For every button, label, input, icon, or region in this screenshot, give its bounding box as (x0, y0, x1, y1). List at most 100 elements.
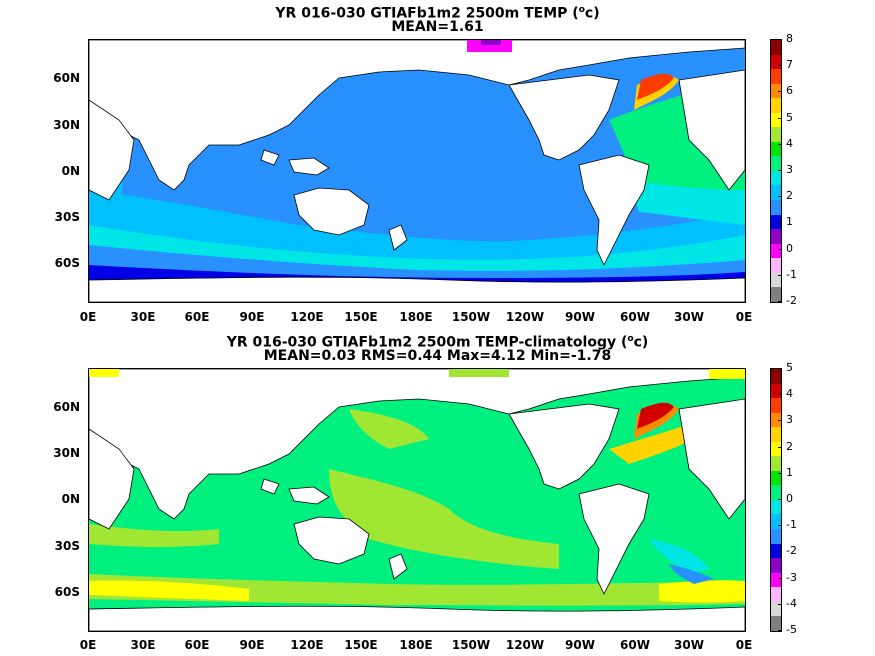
colorbar-label: 1 (786, 465, 793, 479)
colorbar-tick (778, 248, 781, 250)
lon-label: 0E (735, 310, 753, 324)
colorbar-tick (778, 143, 781, 145)
lon-label: 60E (184, 638, 210, 652)
colorbar-tick (778, 577, 781, 579)
lon-label: 120W (505, 310, 545, 324)
colorbar-swatch (771, 456, 781, 471)
colorbar-swatch (771, 485, 781, 500)
colorbar-swatch (771, 127, 781, 142)
colorbar-swatch (771, 40, 781, 55)
colorbar-swatch (771, 427, 781, 442)
lon-label: 90E (239, 310, 265, 324)
lat-label-0n: 0N (61, 492, 80, 506)
colorbar-label: -5 (786, 623, 797, 636)
colorbar-tick (778, 274, 781, 276)
colorbar-tick (778, 196, 781, 198)
colorbar-label: 3 (786, 413, 793, 427)
colorbar-swatch (771, 543, 781, 559)
colorbar-swatch (771, 572, 781, 588)
colorbar-tick (778, 39, 781, 40)
colorbar-label: 5 (786, 361, 793, 374)
colorbar-swatch (771, 156, 781, 171)
colorbar-swatch (771, 243, 781, 259)
lon-label: 90W (565, 638, 595, 652)
lon-label: 0E (735, 638, 753, 652)
colorbar-swatch (771, 398, 781, 413)
colorbar-swatch (771, 529, 781, 544)
bottom-subtitle: MEAN=0.03 RMS=0.44 Max=4.12 Min=-1.78 (263, 348, 612, 364)
lon-label: 30W (674, 310, 704, 324)
colorbar-label: 2 (786, 189, 793, 203)
lat-label-60s: 60S (54, 256, 80, 270)
lon-label: 150E (344, 310, 378, 324)
lon-label: 180E (399, 638, 433, 652)
colorbar-label: -4 (786, 596, 797, 610)
lon-label: 0E (79, 638, 97, 652)
lat-label-60s: 60S (54, 585, 80, 599)
colorbar-swatch (771, 83, 781, 99)
colorbar-swatch (771, 272, 781, 288)
lon-label: 180E (399, 310, 433, 324)
top-colorbar (770, 39, 782, 303)
colorbar-label: 4 (786, 136, 793, 150)
colorbar-tick (778, 446, 781, 448)
colorbar-tick (778, 170, 781, 171)
lon-label: 0E (79, 310, 97, 324)
lat-label-0n: 0N (61, 164, 80, 178)
colorbar-label: 8 (786, 32, 793, 45)
lon-label: 30E (130, 638, 156, 652)
lon-label: 60E (184, 310, 210, 324)
colorbar-swatch (771, 112, 781, 128)
bottom-map-field (89, 369, 745, 631)
colorbar-swatch (771, 54, 781, 70)
colorbar-swatch (771, 499, 781, 515)
lat-label-30n: 30N (53, 446, 80, 460)
colorbar-label: 0 (786, 241, 793, 255)
colorbar-label: 1 (786, 215, 793, 229)
top-map-field (89, 40, 745, 302)
colorbar-swatch (771, 369, 781, 384)
colorbar-swatch (771, 601, 781, 617)
top-title: YR 016-030 GTIAFb1m2 2500m TEMP (oc) (275, 5, 600, 22)
lat-label-60n: 60N (53, 400, 80, 414)
colorbar-swatch (771, 170, 781, 186)
colorbar-label: -2 (786, 294, 797, 307)
colorbar-swatch (771, 141, 781, 157)
lon-label: 120W (505, 638, 545, 652)
colorbar-tick (778, 222, 781, 224)
colorbar-swatch (771, 214, 781, 230)
lat-label-30s: 30S (54, 539, 80, 553)
colorbar-swatch (771, 558, 781, 573)
colorbar-label: -1 (786, 267, 797, 281)
lon-label: 150W (451, 310, 491, 324)
lon-label: 60W (620, 638, 650, 652)
lon-label: 120E (290, 310, 324, 324)
lon-label: 30E (130, 310, 156, 324)
colorbar-tick (778, 394, 781, 396)
lon-label: 150W (451, 638, 491, 652)
lon-label: 150E (344, 638, 378, 652)
colorbar-tick (778, 420, 781, 422)
colorbar-tick (778, 525, 781, 527)
colorbar-label: -2 (786, 544, 797, 558)
colorbar-tick (778, 368, 781, 369)
lon-label: 60W (620, 310, 650, 324)
colorbar-label: 0 (786, 492, 793, 505)
lon-label: 90E (239, 638, 265, 652)
lon-label: 30W (674, 638, 704, 652)
top-subtitle: MEAN=1.61 (391, 19, 484, 35)
colorbar-swatch (771, 69, 781, 84)
lat-label-60n: 60N (53, 71, 80, 85)
colorbar-swatch (771, 616, 781, 631)
colorbar-tick (778, 91, 781, 93)
colorbar-tick (778, 551, 781, 553)
colorbar-swatch (771, 229, 781, 244)
colorbar-label: -3 (786, 570, 797, 584)
colorbar-tick (778, 301, 781, 302)
colorbar-label: 3 (786, 163, 793, 176)
colorbar-swatch (771, 470, 781, 486)
colorbar-swatch (771, 441, 781, 457)
colorbar-label: 4 (786, 387, 793, 401)
colorbar-swatch (771, 383, 781, 399)
colorbar-swatch (771, 258, 781, 273)
